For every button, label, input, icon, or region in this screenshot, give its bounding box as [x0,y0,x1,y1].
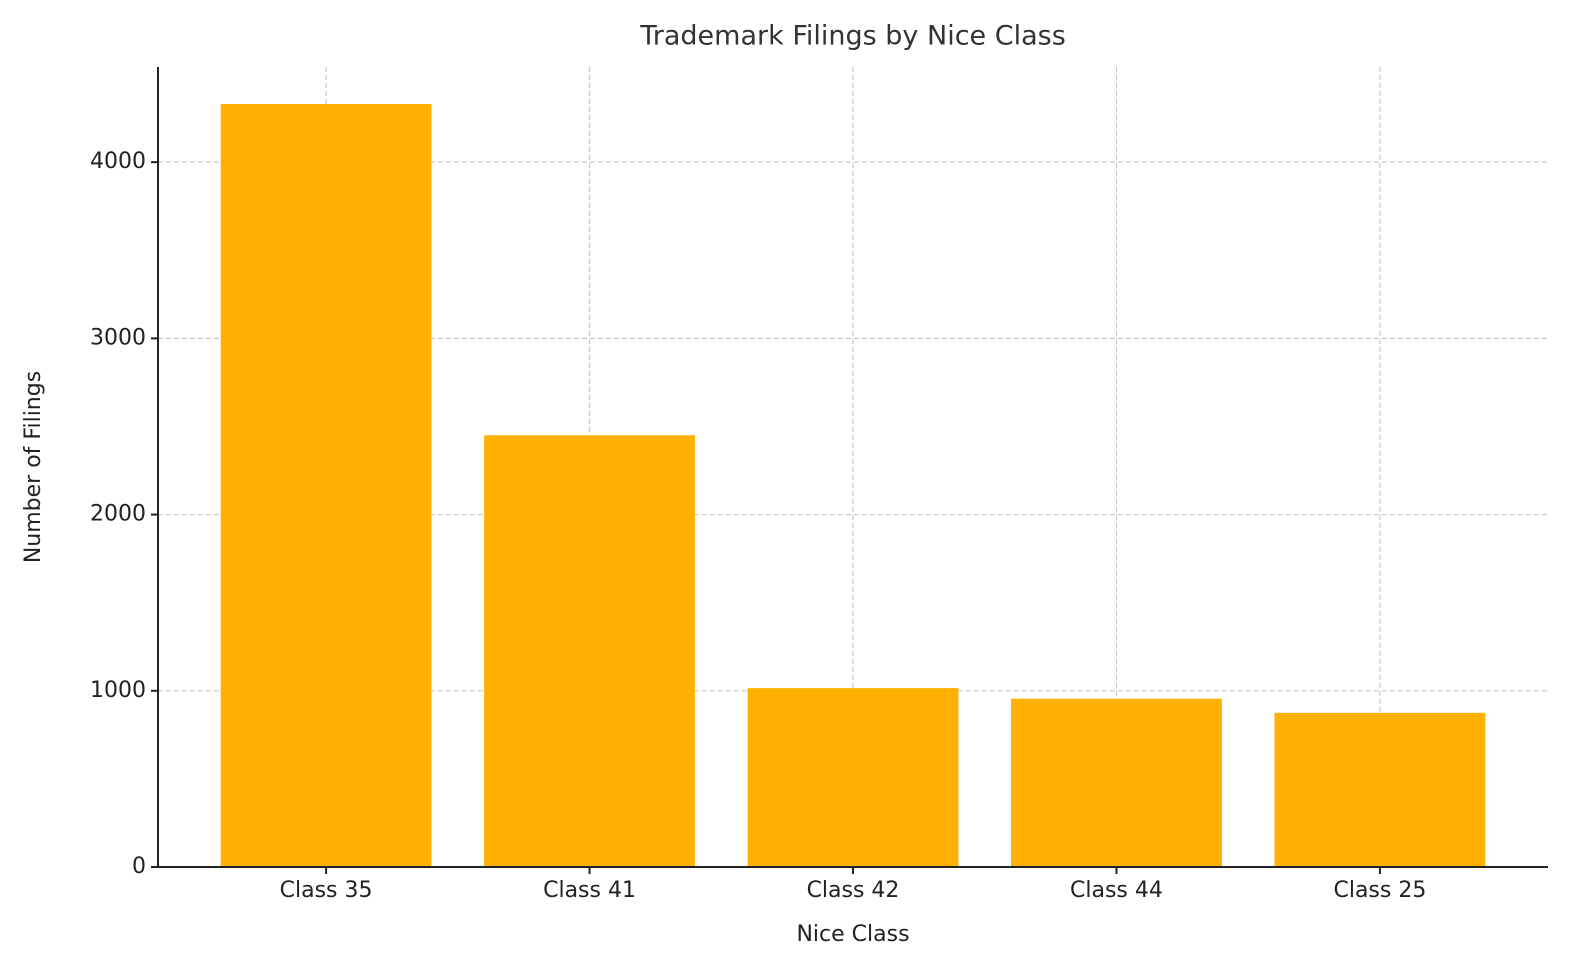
x-tick-label: Class 25 [1333,878,1426,903]
bar [1274,712,1486,867]
bar [220,104,432,868]
x-tick-label: Class 35 [280,878,373,903]
y-tick-label: 2000 [90,502,146,527]
x-tick-label: Class 42 [807,878,900,903]
bar [1011,698,1222,867]
y-tick-label: 1000 [90,678,146,703]
bar [484,435,695,867]
y-tick-label: 0 [132,854,146,879]
y-axis-label: Number of Filings [21,371,46,563]
y-tick-label: 4000 [90,149,146,174]
x-tick-label: Class 44 [1070,878,1163,903]
chart-title: Trademark Filings by Nice Class [639,21,1066,52]
x-axis-label: Nice Class [796,922,909,947]
y-tick-label: 3000 [90,325,146,350]
x-tick-label: Class 41 [543,878,636,903]
bar [747,688,959,867]
